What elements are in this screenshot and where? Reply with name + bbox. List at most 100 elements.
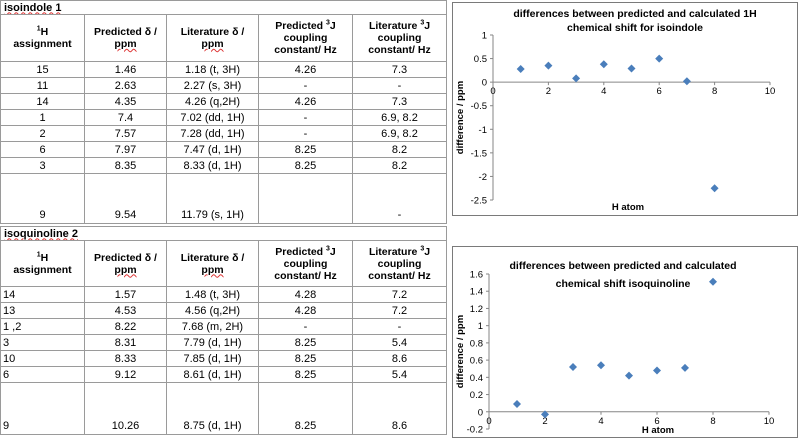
- cell-pred-j: 8.25: [258, 366, 353, 383]
- cell-predicted: 7.4: [84, 109, 167, 126]
- table-header-row: 1H assignment Predicted δ / ppm Literature…: [0, 14, 448, 62]
- cell-lit-j: 8.6: [351, 350, 448, 367]
- cell-literature: 4.56 (q,2H): [166, 302, 259, 319]
- x-axis-title: H atom: [612, 202, 644, 213]
- header-assignment: 1H assignment: [0, 240, 85, 287]
- chart-title-line1: differences between predicted and calcul…: [513, 8, 756, 20]
- cell-predicted: 2.63: [84, 77, 167, 94]
- cell-pred-j: -: [258, 77, 353, 94]
- isoquinoline-chart: differences between predicted and calcul…: [452, 246, 798, 438]
- cell-assignment: 14: [0, 93, 85, 110]
- table-row: 6 9.12 8.61 (d, 1H) 8.25 5.4: [0, 366, 448, 383]
- cell-literature: 1.18 (t, 3H): [166, 61, 259, 78]
- cell-literature: 8.75 (d, 1H): [166, 382, 259, 435]
- isoindole-title: isoindole 1: [0, 0, 448, 15]
- chart-title-line2: chemical shift isoquinoline: [556, 278, 691, 290]
- isoquinoline-title: isoquinoline 2: [0, 226, 448, 241]
- cell-assignment: 6: [0, 366, 85, 383]
- cell-assignment: 14: [0, 286, 85, 303]
- y-tick-label: -1.5: [471, 148, 487, 159]
- x-tick-label: 0: [490, 86, 495, 97]
- cell-predicted: 8.33: [84, 350, 167, 367]
- table-row: 1 ,2 8.22 7.68 (m, 2H) - -: [0, 318, 448, 335]
- table-row: 3 8.35 8.33 (d, 1H) 8.25 8.2: [0, 157, 448, 174]
- cell-lit-j: 6.9, 8.2: [351, 125, 448, 142]
- header-literature-j: Literature 3J coupling constant/ Hz: [351, 14, 448, 62]
- cell-pred-j: [258, 173, 353, 224]
- cell-lit-j: 7.2: [351, 286, 448, 303]
- cell-literature: 4.26 (q,2H): [166, 93, 259, 110]
- data-point: [653, 366, 661, 375]
- data-point: [516, 64, 525, 73]
- cell-predicted: 1.46: [84, 61, 167, 78]
- cell-lit-j: 7.3: [351, 93, 448, 110]
- data-point: [513, 400, 521, 409]
- y-tick-label: 1.4: [470, 287, 483, 298]
- x-tick-label: 10: [765, 86, 776, 97]
- table-row: 13 4.53 4.56 (q,2H) 4.28 7.2: [0, 302, 448, 319]
- data-point: [544, 61, 553, 70]
- data-point: [682, 77, 691, 86]
- data-point: [709, 277, 717, 286]
- cell-lit-j: 5.4: [351, 366, 448, 383]
- x-tick-label: 8: [710, 416, 715, 427]
- x-axis-title: H atom: [642, 425, 674, 436]
- y-tick-label: -2.5: [471, 196, 487, 207]
- isoindole-chart-svg: differences between predicted and calcul…: [455, 8, 776, 213]
- header-predicted-j: Predicted 3J coupling constant/ Hz: [258, 240, 353, 287]
- data-point: [681, 363, 689, 372]
- cell-literature: 11.79 (s, 1H): [166, 173, 259, 224]
- cell-literature: 8.61 (d, 1H): [166, 366, 259, 383]
- cell-literature: 2.27 (s, 3H): [166, 77, 259, 94]
- y-tick-label: 0.8: [470, 338, 483, 349]
- cell-pred-j: -: [258, 318, 353, 335]
- cell-assignment: 3: [0, 334, 85, 351]
- header-literature-shift: Literature δ / ppm: [166, 240, 259, 287]
- cell-predicted: 7.57: [84, 125, 167, 142]
- header-predicted-j: Predicted 3J coupling constant/ Hz: [258, 14, 353, 62]
- cell-pred-j: 8.25: [258, 382, 353, 435]
- cell-literature: 7.28 (dd, 1H): [166, 125, 259, 142]
- y-tick-label: 1: [482, 31, 487, 42]
- cell-literature: 7.79 (d, 1H): [166, 334, 259, 351]
- table-row: 14 1.57 1.48 (t, 3H) 4.28 7.2: [0, 286, 448, 303]
- cell-pred-j: -: [258, 109, 353, 126]
- chart-title-line1: differences between predicted and calcul…: [510, 260, 737, 272]
- data-point: [655, 54, 664, 63]
- y-tick-label: 0.6: [470, 356, 483, 367]
- cell-lit-j: 5.4: [351, 334, 448, 351]
- cell-lit-j: 8.6: [351, 382, 448, 435]
- cell-pred-j: 4.26: [258, 61, 353, 78]
- cell-literature: 7.68 (m, 2H): [166, 318, 259, 335]
- cell-predicted: 9.54: [84, 173, 167, 224]
- header-literature-shift: Literature δ / ppm: [166, 14, 259, 62]
- cell-lit-j: -: [351, 77, 448, 94]
- cell-assignment: 9: [0, 173, 85, 224]
- chart-title-line2: chemical shift for isoindole: [567, 22, 703, 34]
- cell-pred-j: 8.25: [258, 350, 353, 367]
- data-point: [627, 64, 636, 73]
- y-tick-label: 1.6: [470, 270, 483, 281]
- data-point: [541, 410, 549, 419]
- table-row: 6 7.97 7.47 (d, 1H) 8.25 8.2: [0, 141, 448, 158]
- cell-lit-j: 6.9, 8.2: [351, 109, 448, 126]
- y-tick-label: -0.2: [467, 425, 483, 436]
- cell-pred-j: 8.25: [258, 141, 353, 158]
- y-tick-label: 0: [478, 407, 483, 418]
- x-tick-label: 10: [764, 416, 775, 427]
- isoindole-chart: differences between predicted and calcul…: [452, 2, 798, 216]
- data-point: [569, 363, 577, 371]
- cell-predicted: 4.53: [84, 302, 167, 319]
- x-tick-label: 0: [486, 416, 491, 427]
- cell-predicted: 8.22: [84, 318, 167, 335]
- cell-pred-j: 8.25: [258, 334, 353, 351]
- cell-literature: 7.47 (d, 1H): [166, 141, 259, 158]
- table-row: 9 9.54 11.79 (s, 1H) -: [0, 173, 448, 224]
- cell-pred-j: -: [258, 125, 353, 142]
- x-tick-label: 8: [712, 86, 717, 97]
- cell-assignment: 6: [0, 141, 85, 158]
- y-tick-label: 0.2: [470, 390, 483, 401]
- cell-pred-j: 4.28: [258, 302, 353, 319]
- cell-predicted: 7.97: [84, 141, 167, 158]
- cell-predicted: 1.57: [84, 286, 167, 303]
